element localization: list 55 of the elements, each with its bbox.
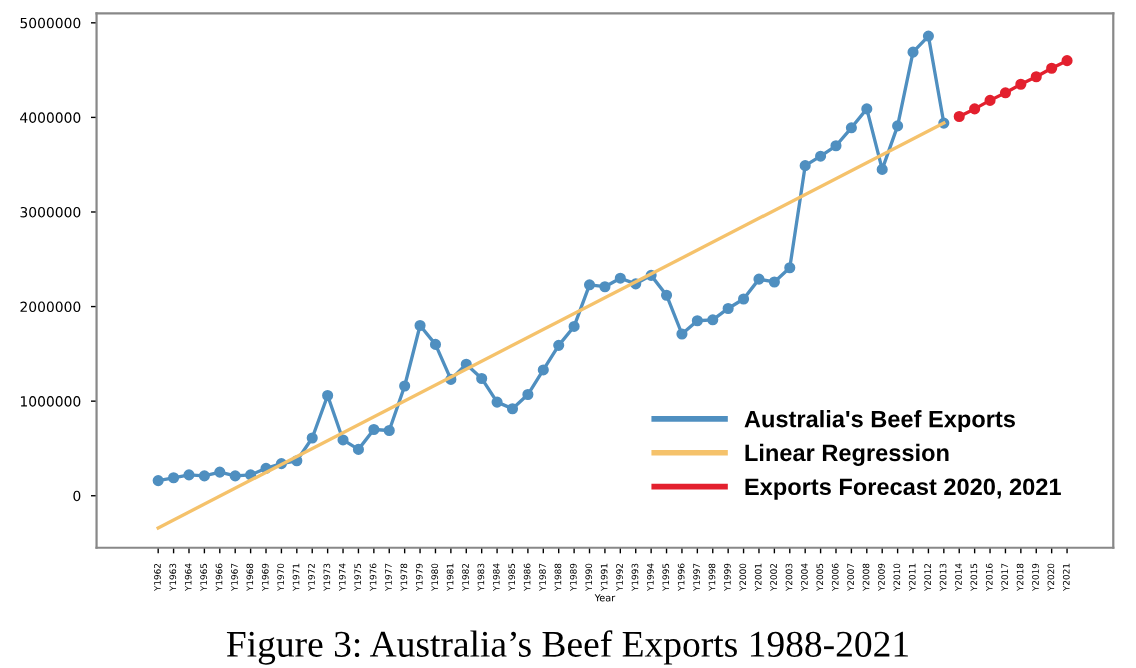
point [476, 372, 488, 385]
point [738, 293, 750, 305]
caption: Figure 3: Australia’s Beef Exports 1988-2021 [226, 630, 908, 665]
point [753, 273, 765, 285]
point [876, 163, 888, 175]
point [383, 424, 395, 437]
point [845, 122, 857, 134]
point [691, 315, 703, 327]
point [506, 403, 519, 415]
point [337, 434, 349, 446]
point [553, 339, 565, 351]
point [1061, 55, 1073, 67]
point [707, 314, 719, 326]
point [322, 389, 334, 402]
point [768, 276, 780, 288]
point [969, 103, 981, 115]
point [214, 466, 226, 478]
point [599, 281, 611, 293]
point [784, 262, 796, 274]
point [815, 150, 827, 162]
point [229, 470, 241, 482]
point [368, 423, 380, 436]
point [999, 87, 1011, 99]
point [537, 364, 549, 376]
point [491, 396, 503, 408]
point [183, 469, 195, 481]
point [352, 443, 364, 455]
point [583, 279, 596, 291]
point [399, 380, 411, 392]
point [676, 328, 688, 340]
point [892, 120, 904, 132]
point [1046, 62, 1058, 74]
point [614, 272, 626, 284]
point [168, 472, 180, 484]
point [861, 103, 873, 115]
legend-label: Australia's Beef Exports [744, 410, 1015, 433]
point [429, 338, 442, 350]
point [414, 319, 426, 332]
legend-label: Linear Regression [745, 443, 949, 466]
point [198, 470, 210, 482]
point [660, 289, 673, 301]
point [522, 388, 534, 401]
point [152, 475, 164, 487]
point [799, 160, 811, 172]
point [984, 94, 996, 106]
point [1015, 78, 1027, 90]
point [953, 110, 965, 123]
point [830, 140, 842, 152]
point [922, 30, 934, 42]
point [306, 432, 318, 444]
point [722, 302, 734, 315]
point [568, 320, 580, 332]
point [1030, 71, 1042, 83]
point [907, 46, 919, 58]
legend-label: Exports Forecast 2020, 2021 [745, 478, 1061, 500]
